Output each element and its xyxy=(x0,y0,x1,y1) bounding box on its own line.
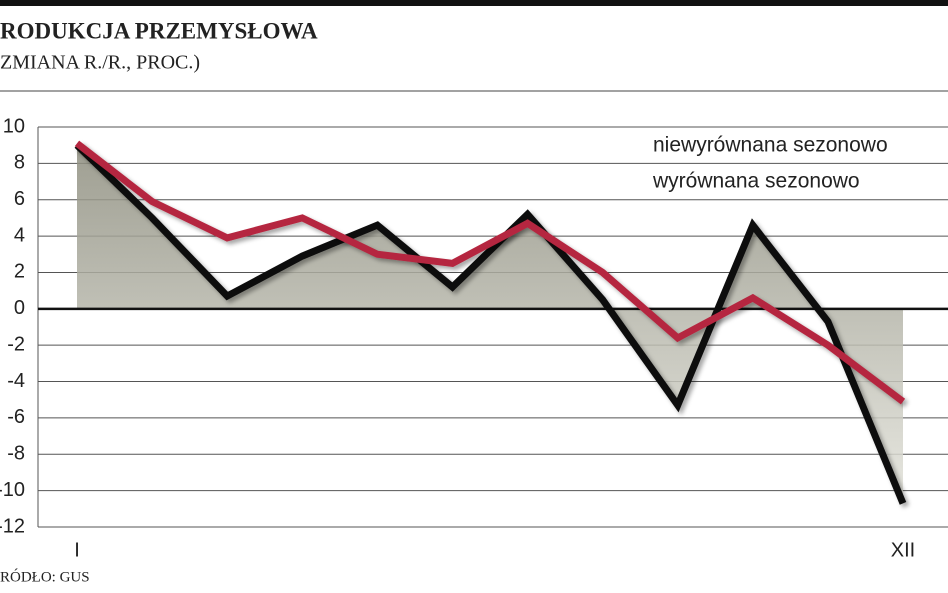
y-tick-label: 4 xyxy=(14,224,25,246)
legend-label: wyrównana sezonowo xyxy=(652,170,860,193)
series-line xyxy=(74,140,906,405)
y-tick-label: 0 xyxy=(14,297,25,319)
y-tick-label: -12 xyxy=(0,515,25,537)
area xyxy=(77,145,903,504)
y-tick-label: -2 xyxy=(7,333,25,355)
x-tick-label: I xyxy=(74,539,80,561)
y-tick-label: 6 xyxy=(14,188,25,210)
plot: -12 -10 -8 -6 -4 -2 0 2 4 6 8 10 I XII niewyrównana se… xyxy=(0,115,948,561)
y-tick-label: -8 xyxy=(7,443,25,465)
y-tick-label: 10 xyxy=(3,115,25,137)
legend-label: niewyrównana sezonowo xyxy=(653,134,888,157)
chart-subtitle: ZMIANA R./R., PROC.) xyxy=(0,52,200,74)
y-tick-label: -10 xyxy=(0,479,25,501)
y-tick-label: 2 xyxy=(14,261,25,283)
series-line xyxy=(74,142,907,505)
x-tick-label: XII xyxy=(891,539,915,561)
top-bar xyxy=(0,0,948,6)
y-tick-label: -4 xyxy=(7,370,25,392)
source: RÓDŁO: GUS xyxy=(0,568,90,585)
y-tick-label: -6 xyxy=(7,406,25,428)
chart-title: RODUKCJA PRZEMYSŁOWA xyxy=(0,18,318,43)
y-tick-label: 8 xyxy=(14,152,25,174)
